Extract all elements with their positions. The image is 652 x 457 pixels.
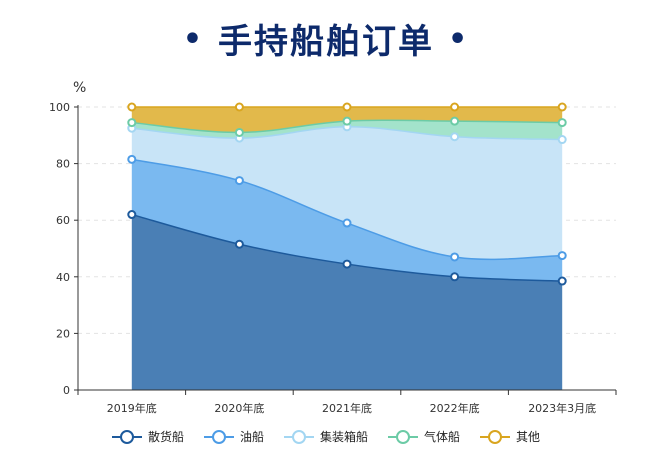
data-point-2-3	[450, 132, 460, 142]
data-point-1-4	[557, 251, 567, 261]
y-tick-label: 80	[56, 158, 70, 171]
data-point-4-4	[557, 102, 567, 112]
legend-item-1[interactable]: 油船	[203, 428, 264, 445]
data-point-0-3	[450, 272, 460, 282]
y-axis-unit: %	[73, 80, 87, 96]
legend-label: 油船	[239, 430, 264, 444]
data-point-3-4	[557, 118, 567, 128]
data-point-1-2	[342, 218, 352, 228]
data-point-3-0	[127, 118, 137, 128]
data-point-0-2	[342, 259, 352, 269]
x-tick-label: 2020年底	[214, 401, 264, 415]
legend-label: 气体船	[424, 430, 461, 444]
area-0	[131, 214, 563, 390]
legend-marker-icon	[480, 429, 511, 444]
legend-item-0[interactable]: 散货船	[111, 428, 184, 445]
legend-label: 集装箱船	[319, 430, 368, 444]
legend-item-3[interactable]: 气体船	[388, 428, 460, 445]
legend-label: 散货船	[147, 430, 184, 444]
y-tick-label: 40	[56, 271, 70, 284]
legend-marker-icon	[111, 429, 142, 444]
data-point-3-1	[234, 127, 244, 137]
y-tick-label: 20	[56, 327, 70, 340]
x-tick-label: 2021年底	[322, 401, 372, 415]
legend: 散货船 油船 集装箱船 气体船 其他	[0, 428, 652, 445]
legend-item-2[interactable]: 集装箱船	[283, 428, 368, 445]
data-point-2-4	[557, 135, 567, 145]
y-tick-label: 60	[56, 214, 70, 227]
x-tick-label: 2019年底	[107, 401, 157, 415]
legend-marker-icon	[388, 429, 418, 444]
title-dot-left: •	[182, 22, 204, 57]
data-point-1-1	[234, 176, 244, 186]
data-point-4-0	[127, 102, 137, 112]
data-point-4-2	[342, 102, 352, 112]
chart-title-text: 手持船舶订单	[218, 22, 434, 62]
chart-title: • 手持船舶订单 •	[0, 14, 652, 63]
x-tick-label: 2023年3月底	[528, 401, 596, 415]
data-point-4-1	[234, 102, 244, 112]
data-point-0-0	[127, 210, 137, 220]
data-point-3-3	[450, 116, 460, 126]
x-tick-label: 2022年底	[430, 401, 480, 415]
area-2	[131, 126, 563, 260]
legend-item-4[interactable]: 其他	[480, 428, 540, 445]
data-point-0-1	[234, 239, 244, 249]
legend-marker-icon	[203, 429, 234, 444]
data-point-3-2	[342, 116, 352, 126]
data-point-1-0	[127, 154, 137, 164]
title-dot-right: •	[448, 22, 470, 57]
legend-label: 其他	[516, 430, 541, 444]
y-tick-label: 0	[63, 384, 70, 397]
data-point-4-3	[450, 102, 460, 112]
area-1	[131, 159, 563, 282]
y-tick-label: 100	[49, 101, 70, 114]
data-point-0-4	[557, 276, 567, 286]
data-point-1-3	[450, 252, 460, 262]
legend-marker-icon	[283, 429, 314, 444]
